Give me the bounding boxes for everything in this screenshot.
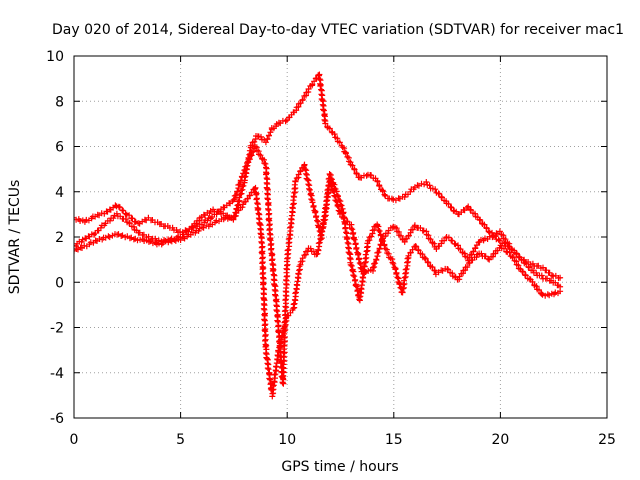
series-markers [74,171,564,400]
y-tick-label: -6 [50,411,64,427]
x-tick-label: 25 [598,432,616,448]
y-tick-label: -2 [50,321,64,337]
y-tick-label: 6 [55,140,64,156]
series-track-b [74,143,564,387]
plot-frame [73,55,608,419]
x-tick-label: 0 [70,432,79,448]
chart-title: Day 020 of 2014, Sidereal Day-to-day VTE… [52,22,624,38]
x-tick-label: 10 [278,432,296,448]
grid [74,56,607,418]
x-tick-label: 15 [385,432,403,448]
y-tick-label: 4 [55,185,64,201]
y-axis-label: SDTVAR / TECUs [7,180,23,295]
y-tick-label: 0 [55,275,64,291]
x-tick-label: 20 [491,432,509,448]
y-tick-label: 10 [46,49,64,65]
x-axis-label: GPS time / hours [281,459,398,475]
y-tick-label: 2 [55,230,64,246]
y-tick-label: 8 [55,94,64,110]
axis-ticks: 0 5 10 15 20 25 -6 -4 -2 0 2 4 6 8 10 [46,49,616,448]
series-markers [74,143,564,387]
x-tick-label: 5 [176,432,185,448]
series-track-c [74,171,564,400]
y-tick-label: -4 [50,366,64,382]
data-layer [74,71,564,400]
